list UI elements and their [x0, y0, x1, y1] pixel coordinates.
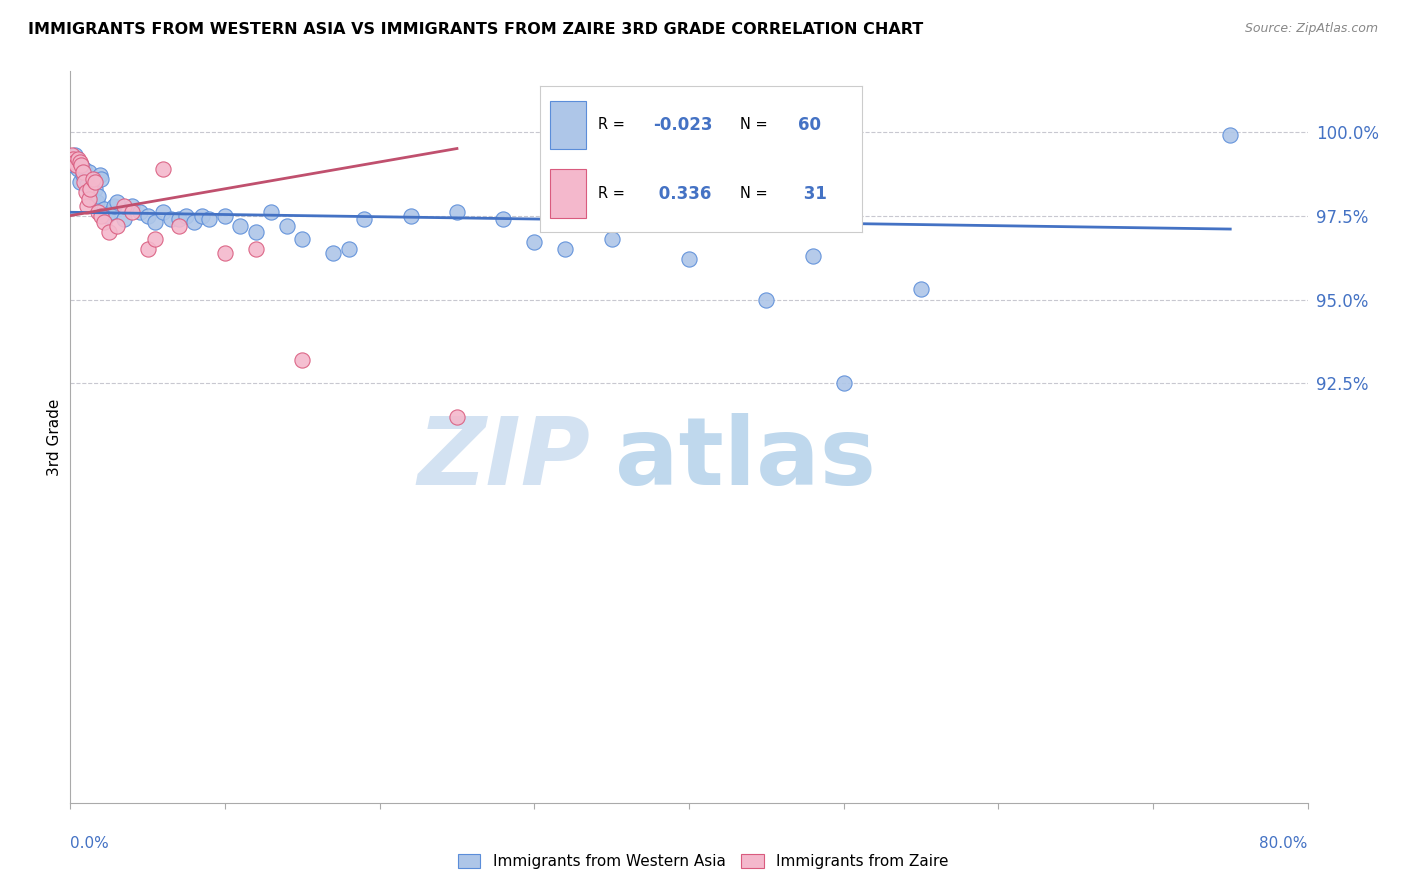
Point [136, 209, 159, 223]
Point [291, 232, 314, 246]
Text: 0.0%: 0.0% [70, 837, 110, 851]
Point [291, 352, 314, 367]
Point [96, 209, 118, 223]
Point [69, 175, 91, 189]
Point [82, 171, 105, 186]
Point [174, 209, 197, 223]
Point [67, 161, 90, 176]
Point [76, 198, 98, 212]
Point [90, 171, 112, 186]
Point [63, 155, 86, 169]
Point [554, 242, 576, 256]
Point [260, 205, 283, 219]
Point [229, 219, 252, 233]
Point [103, 198, 125, 212]
Point [105, 219, 128, 233]
Point [121, 205, 143, 219]
Point [87, 205, 110, 219]
Point [98, 226, 121, 240]
Point [76, 178, 98, 193]
Point [60, 148, 83, 162]
Text: atlas: atlas [614, 413, 876, 505]
Point [492, 212, 515, 227]
Point [446, 409, 468, 424]
Point [87, 188, 110, 202]
Text: ZIP: ZIP [418, 413, 591, 505]
Point [82, 175, 105, 189]
Point [89, 169, 111, 183]
Point [77, 192, 100, 206]
Point [63, 148, 86, 162]
Point [152, 205, 174, 219]
Point [77, 165, 100, 179]
Point [114, 212, 136, 227]
Point [73, 175, 96, 189]
Point [832, 376, 855, 391]
Point [65, 158, 87, 172]
Point [75, 185, 97, 199]
Point [100, 205, 122, 219]
Point [73, 161, 96, 176]
Point [62, 158, 84, 172]
Point [129, 205, 152, 219]
Point [353, 212, 375, 227]
Point [801, 249, 824, 263]
Point [214, 209, 236, 223]
Legend: Immigrants from Western Asia, Immigrants from Zaire: Immigrants from Western Asia, Immigrants… [451, 848, 955, 875]
Point [600, 232, 623, 246]
Point [80, 192, 103, 206]
Point [136, 242, 159, 256]
Point [910, 282, 932, 296]
Point [160, 212, 183, 227]
Point [121, 198, 143, 212]
Point [72, 165, 94, 179]
Point [145, 215, 167, 229]
Point [93, 215, 115, 229]
Text: 80.0%: 80.0% [1260, 837, 1308, 851]
Point [755, 293, 778, 307]
Point [198, 212, 221, 227]
Point [86, 195, 108, 210]
Point [183, 215, 205, 229]
Point [60, 155, 83, 169]
Point [72, 169, 94, 183]
Point [337, 242, 360, 256]
Point [446, 205, 468, 219]
Point [75, 171, 97, 186]
Text: Source: ZipAtlas.com: Source: ZipAtlas.com [1244, 22, 1378, 36]
Point [647, 215, 669, 229]
Text: IMMIGRANTS FROM WESTERN ASIA VS IMMIGRANTS FROM ZAIRE 3RD GRADE CORRELATION CHAR: IMMIGRANTS FROM WESTERN ASIA VS IMMIGRAN… [28, 22, 924, 37]
Point [399, 209, 422, 223]
Point [70, 158, 93, 172]
Y-axis label: 3rd Grade: 3rd Grade [46, 399, 62, 475]
Point [84, 175, 107, 189]
Point [167, 212, 190, 227]
Point [152, 161, 174, 176]
Point [79, 185, 101, 199]
Point [322, 245, 344, 260]
Point [214, 245, 236, 260]
Point [145, 232, 167, 246]
Point [276, 219, 298, 233]
Point [523, 235, 546, 250]
Point [167, 219, 190, 233]
Point [65, 152, 87, 166]
Point [90, 209, 112, 223]
Point [59, 152, 82, 166]
Point [67, 152, 90, 166]
Point [245, 226, 267, 240]
Point [70, 158, 93, 172]
Point [1219, 128, 1241, 142]
Point [709, 212, 731, 227]
Point [678, 252, 700, 267]
Point [245, 242, 267, 256]
Point [62, 152, 84, 166]
Point [84, 182, 107, 196]
Point [93, 202, 115, 216]
Point [114, 198, 136, 212]
Point [79, 182, 101, 196]
Point [69, 155, 91, 169]
Point [105, 195, 128, 210]
Point [191, 209, 214, 223]
